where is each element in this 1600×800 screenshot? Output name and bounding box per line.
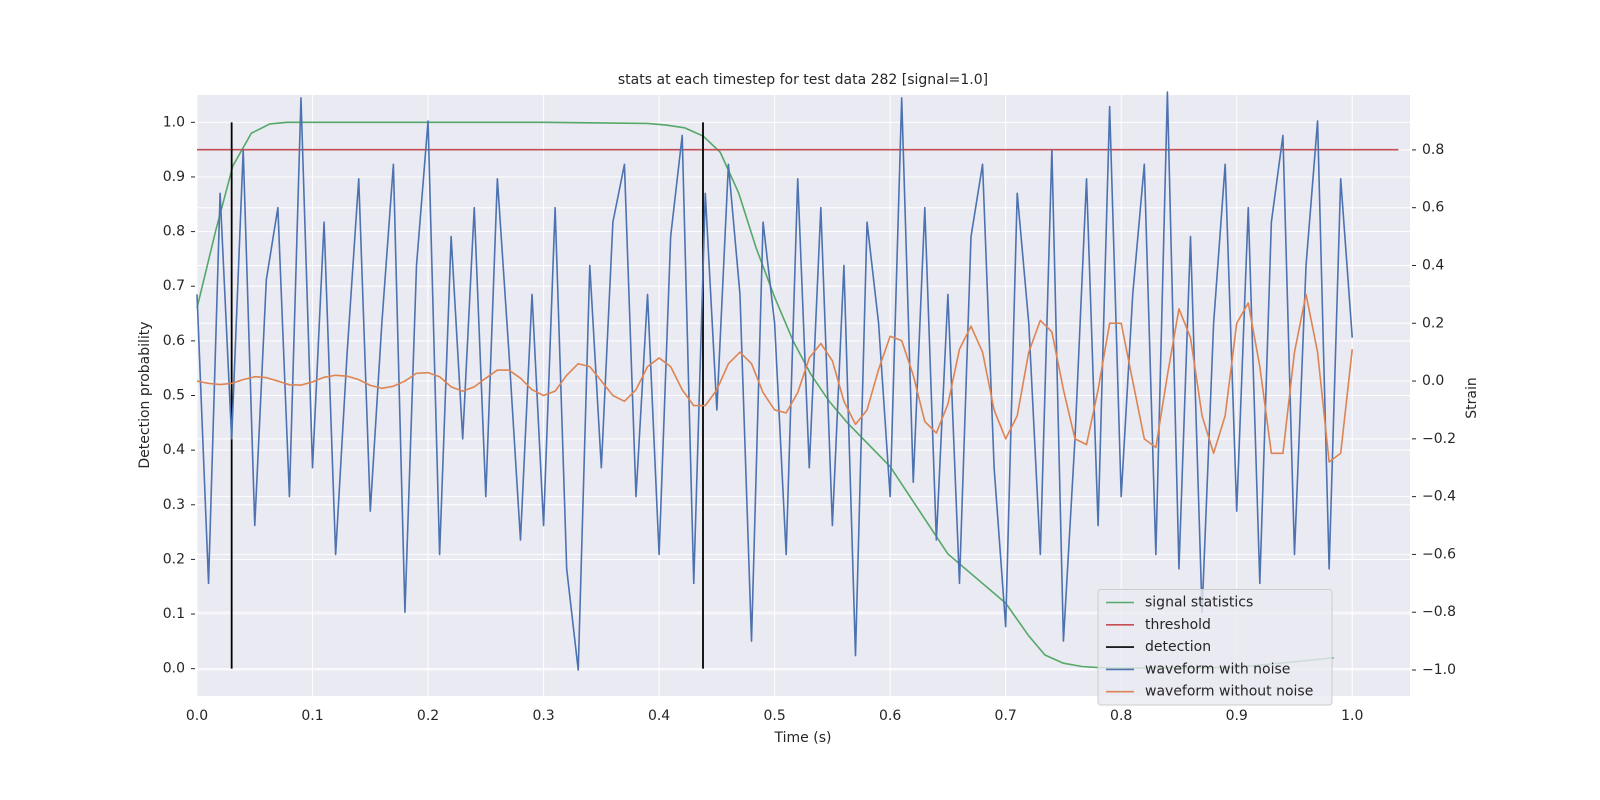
legend-box	[1097, 589, 1333, 706]
x-tick-label: 0.7	[995, 708, 1017, 724]
y-tick-label: 1.0	[163, 114, 185, 130]
x-tick-label: 1.0	[1341, 708, 1363, 724]
y2-tick-label: −0.8	[1422, 604, 1456, 620]
legend-label: detection	[1145, 639, 1211, 655]
y2-tick-label: 0.2	[1422, 315, 1444, 331]
y2-tick-label: −0.4	[1422, 489, 1456, 505]
y-tick-label: 0.4	[163, 442, 185, 458]
y-tick-label: 0.0	[163, 661, 185, 677]
series-line	[196, 91, 1354, 671]
x-tick-label: 0.9	[1226, 708, 1248, 724]
x-tick-label: 0.6	[879, 708, 901, 724]
y-axis-label: Detection probability	[137, 321, 153, 468]
chart-title: stats at each timestep for test data 282…	[618, 72, 988, 88]
y2-tick-label: −0.2	[1422, 431, 1456, 447]
y2-tick-label: 0.6	[1422, 200, 1444, 216]
x-tick-label: 0.1	[301, 708, 323, 724]
y2-tick-label: −0.6	[1422, 546, 1456, 562]
x-tick-label: 0.8	[1110, 708, 1132, 724]
series-line	[196, 293, 1354, 463]
y-tick-label: 0.3	[163, 497, 185, 513]
y-tick-label: 0.8	[163, 224, 185, 240]
legend-label: waveform with noise	[1145, 661, 1290, 677]
y-tick-label: 0.1	[163, 606, 185, 622]
legend-label: threshold	[1145, 617, 1211, 633]
x-axis-label: Time (s)	[774, 730, 832, 746]
y-tick-label: 0.6	[163, 333, 185, 349]
y2-tick-label: 0.0	[1422, 373, 1444, 389]
y2-tick-label: 0.4	[1422, 257, 1444, 273]
x-tick-label: 0.4	[648, 708, 670, 724]
y-tick-label: 0.5	[163, 388, 185, 404]
y2-tick-label: 0.8	[1422, 142, 1444, 158]
x-tick-label: 0.0	[186, 708, 208, 724]
y-tick-label: 0.2	[163, 551, 185, 567]
legend-label: waveform without noise	[1145, 684, 1313, 700]
y2-tick-label: −1.0	[1422, 662, 1456, 678]
y-tick-label: 0.7	[163, 278, 185, 294]
series-line	[196, 121, 1334, 669]
x-tick-label: 0.5	[763, 708, 785, 724]
y-tick-label: 0.9	[163, 169, 185, 185]
y2-axis-label: Strain	[1464, 377, 1480, 418]
legend: signal statistics threshold detection wavef…	[1097, 589, 1333, 706]
legend-label: signal statistics	[1145, 595, 1253, 611]
x-tick-label: 0.2	[417, 708, 439, 724]
x-tick-label: 0.3	[532, 708, 554, 724]
